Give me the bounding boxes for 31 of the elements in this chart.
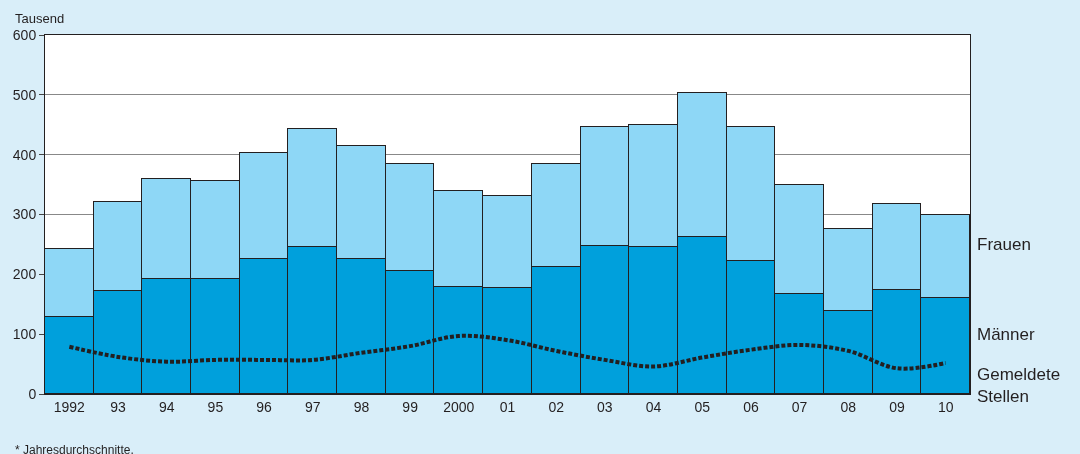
series-label: Gemeldete Stellen xyxy=(977,365,1061,407)
y-tick-label: 300 xyxy=(12,206,37,223)
x-tick-label: 01 xyxy=(499,398,516,415)
y-tick-label: 200 xyxy=(12,266,37,283)
x-tick-label: 2000 xyxy=(443,398,475,415)
y-tick-label: 400 xyxy=(12,146,37,163)
x-tick-label: 02 xyxy=(548,398,565,415)
x-tick-label: 08 xyxy=(840,398,857,415)
series-label: Männer xyxy=(977,325,1035,344)
y-tick-label: 100 xyxy=(12,326,37,343)
x-tick-label: 09 xyxy=(889,398,905,415)
x-tick-label: 07 xyxy=(791,398,808,415)
x-tick-label: 06 xyxy=(743,398,759,415)
x-tick-label: 93 xyxy=(110,398,127,415)
x-tick-label: 99 xyxy=(402,398,419,415)
x-tick-label: 05 xyxy=(694,398,711,415)
y-axis-title: Tausend xyxy=(15,11,65,26)
x-tick-label: 03 xyxy=(597,398,613,415)
text: * Jahresdurchschnitte. xyxy=(15,443,134,454)
x-tick-label: 94 xyxy=(158,398,175,415)
x-tick-label: 98 xyxy=(353,398,370,415)
series-label: Frauen xyxy=(977,235,1031,254)
y-tick-label: 600 xyxy=(12,26,37,43)
x-tick-label: 96 xyxy=(256,398,273,415)
x-tick-label: 10 xyxy=(937,398,954,415)
y-tick-label: 500 xyxy=(12,86,37,103)
x-tick-label: 97 xyxy=(304,398,321,415)
x-tick-label: 04 xyxy=(645,398,662,415)
x-tick-label: 1992 xyxy=(53,398,86,415)
x-tick-label: 95 xyxy=(207,398,224,415)
y-tick-label: 0 xyxy=(28,385,37,402)
